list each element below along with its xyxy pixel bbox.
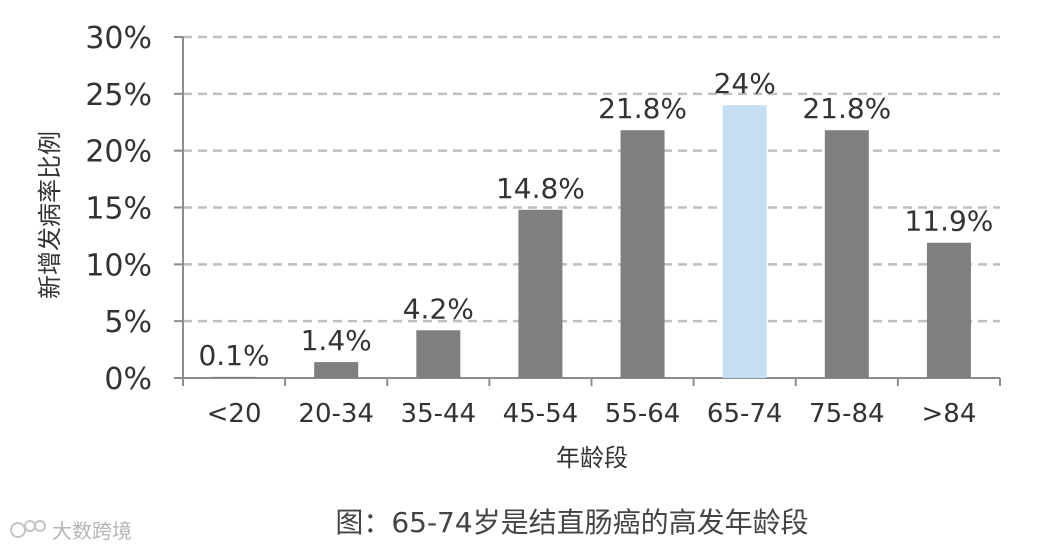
bar: [620, 130, 665, 378]
watermark-text: 大数跨境: [52, 519, 132, 543]
watermark-logo-icon: [10, 520, 46, 538]
x-tick-label: 20-34: [298, 399, 374, 429]
data-label: 14.8%: [496, 172, 585, 205]
bars: [212, 105, 971, 378]
watermark: 大数跨境: [10, 519, 132, 543]
x-axis-title: 年龄段: [556, 444, 628, 472]
gridlines: [183, 35, 1000, 323]
data-label: 4.2%: [403, 292, 474, 325]
x-tick-label: 35-44: [401, 399, 477, 429]
y-tick-label: 0%: [104, 362, 152, 397]
bar: [824, 130, 869, 378]
x-tick-label: 65-74: [707, 399, 783, 429]
data-label: 21.8%: [802, 92, 891, 125]
y-tick-label: 25%: [85, 78, 152, 113]
data-label: 21.8%: [598, 92, 687, 125]
data-label: 24%: [714, 67, 776, 100]
y-tick-label: 15%: [85, 192, 152, 227]
data-label: 0.1%: [198, 339, 269, 372]
x-tick-labels: <20 20-34 35-44 45-54 55-64 65-74 75-84 >84: [207, 399, 977, 429]
x-tick-label: <20: [207, 399, 262, 429]
figure-caption: 图：65-74岁是结直肠癌的高发年龄段: [335, 506, 808, 539]
x-tick-label: 55-64: [605, 399, 681, 429]
y-tick-label: 5%: [104, 305, 152, 340]
bar: [722, 105, 767, 378]
x-tick-label: >84: [922, 399, 977, 429]
x-tick-label: 45-54: [503, 399, 579, 429]
bar: [416, 330, 461, 378]
data-label: 1.4%: [301, 324, 372, 357]
y-axis-title: 新增发病率比例: [36, 131, 64, 299]
data-label: 11.9%: [904, 205, 993, 238]
y-tick-labels: 0% 5% 10% 15% 20% 25% 30%: [85, 21, 152, 397]
axes: [174, 36, 1001, 386]
bar: [926, 242, 971, 378]
bar: [518, 209, 563, 378]
data-labels: 0.1% 1.4% 4.2% 14.8% 21.8% 24% 21.8% 11.9%: [198, 67, 993, 372]
y-tick-label: 30%: [85, 21, 152, 56]
bar: [212, 376, 257, 378]
y-tick-label: 20%: [85, 135, 152, 170]
x-tick-label: 75-84: [809, 399, 885, 429]
bar: [314, 362, 359, 378]
y-tick-label: 10%: [85, 248, 152, 283]
